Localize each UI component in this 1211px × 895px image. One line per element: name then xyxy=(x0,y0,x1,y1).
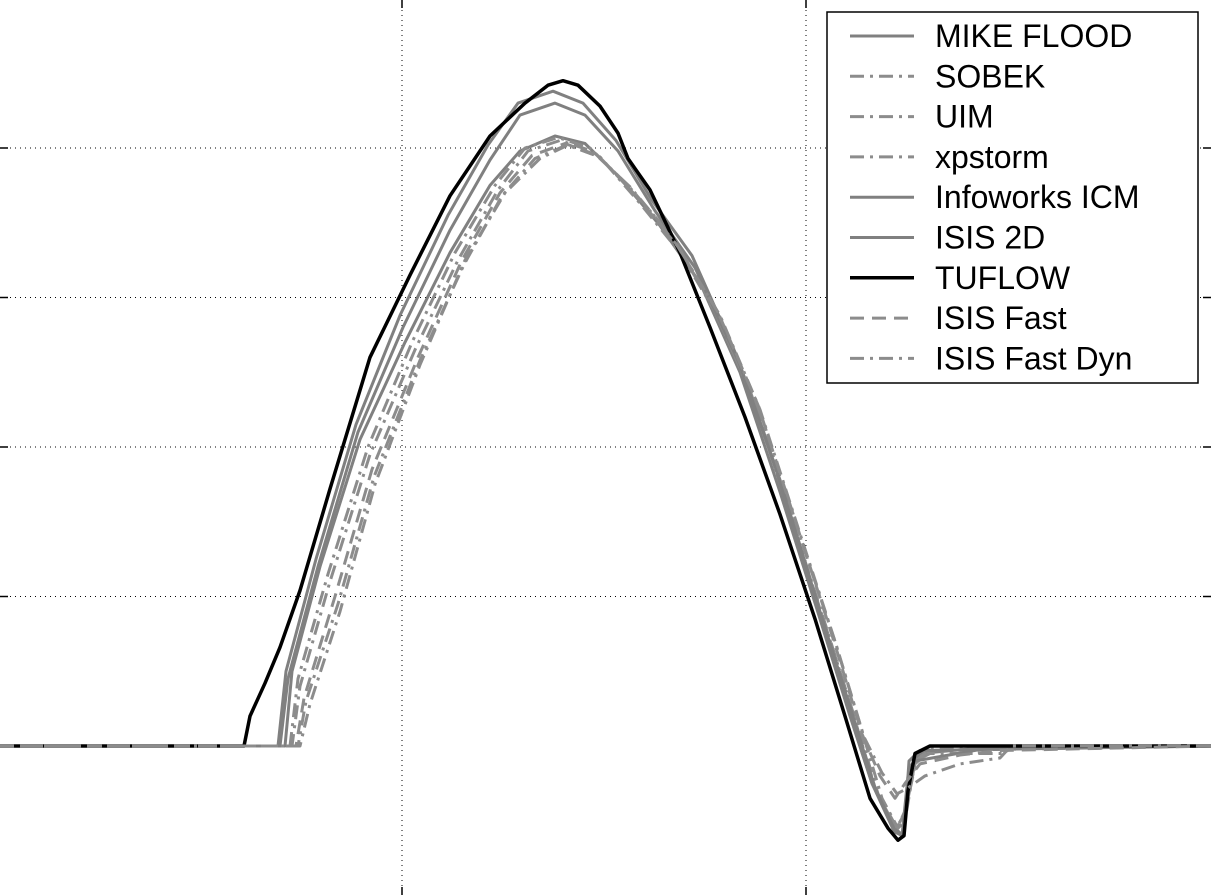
series-line-uim xyxy=(0,139,1211,830)
series-line-tuflow xyxy=(0,78,1211,842)
series-line-isis-fast-dyn xyxy=(0,143,1211,796)
legend-label-isis-fast: ISIS Fast xyxy=(935,300,1067,336)
legend-label-uim: UIM xyxy=(935,99,994,135)
legend-label-tuflow: TUFLOW xyxy=(935,260,1071,296)
legend-label-infoworks-icm: Infoworks ICM xyxy=(935,179,1139,215)
legend-label-isis-fast-dyn: ISIS Fast Dyn xyxy=(935,340,1132,376)
legend: MIKE FLOOD SOBEK UIM xpstorm Infoworks ICM IS… xyxy=(826,11,1199,384)
legend-label-sobek: SOBEK xyxy=(935,58,1045,94)
legend-label-mike-flood: MIKE FLOOD xyxy=(935,18,1132,54)
legend-label-xpstorm: xpstorm xyxy=(935,139,1049,175)
series-group xyxy=(0,78,1211,842)
legend-label-isis-2d: ISIS 2D xyxy=(935,220,1045,256)
